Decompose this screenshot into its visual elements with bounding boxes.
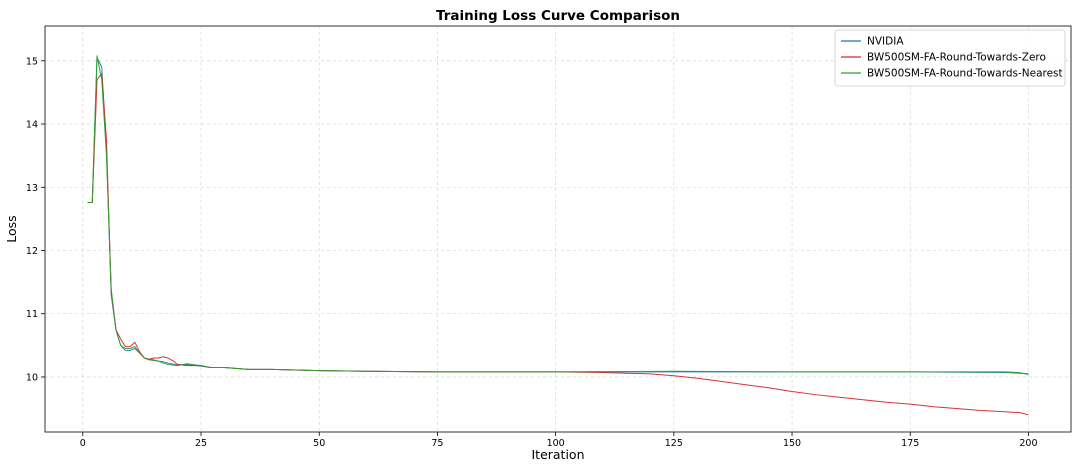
series-line-2 bbox=[87, 72, 1029, 416]
x-tick-label: 0 bbox=[80, 438, 86, 449]
y-axis-label: Loss bbox=[4, 215, 19, 242]
x-tick-label: 150 bbox=[783, 438, 801, 449]
plot-frame bbox=[44, 25, 1072, 433]
x-tick-label: 100 bbox=[547, 438, 565, 449]
x-tick-label: 175 bbox=[901, 438, 919, 449]
legend-entry: NVIDIA bbox=[867, 36, 904, 48]
y-tick-label: 15 bbox=[26, 56, 38, 67]
x-axis-label: Iteration bbox=[531, 447, 584, 462]
legend-box bbox=[834, 29, 1066, 87]
series-lines bbox=[87, 55, 1029, 416]
y-tick-label: 14 bbox=[26, 120, 38, 131]
x-tick-label: 125 bbox=[665, 438, 683, 449]
x-tick-label: 75 bbox=[431, 438, 443, 449]
axis-ticks: 0 25 50 75 100 125 150 175 200 10 11 12 13 14 15 bbox=[26, 56, 1038, 449]
legend-entry: BW500SM-FA-Round-Towards-Zero bbox=[867, 52, 1046, 64]
series-line-3 bbox=[87, 55, 1029, 375]
x-tick-label: 200 bbox=[1019, 438, 1037, 449]
y-tick-label: 12 bbox=[26, 246, 38, 257]
legend: NVIDIA BW500SM-FA-Round-Towards-Zero BW500… bbox=[834, 29, 1066, 87]
legend-entry: BW500SM-FA-Round-Towards-Nearest bbox=[867, 68, 1063, 80]
y-tick-label: 11 bbox=[26, 309, 38, 320]
y-tick-label: 13 bbox=[26, 183, 38, 194]
y-tick-label: 10 bbox=[26, 372, 38, 383]
grid bbox=[45, 26, 1071, 432]
series-line-1 bbox=[87, 57, 1029, 375]
x-tick-label: 25 bbox=[195, 438, 207, 449]
chart-title: Training Loss Curve Comparison bbox=[436, 8, 680, 24]
x-tick-label: 50 bbox=[313, 438, 325, 449]
